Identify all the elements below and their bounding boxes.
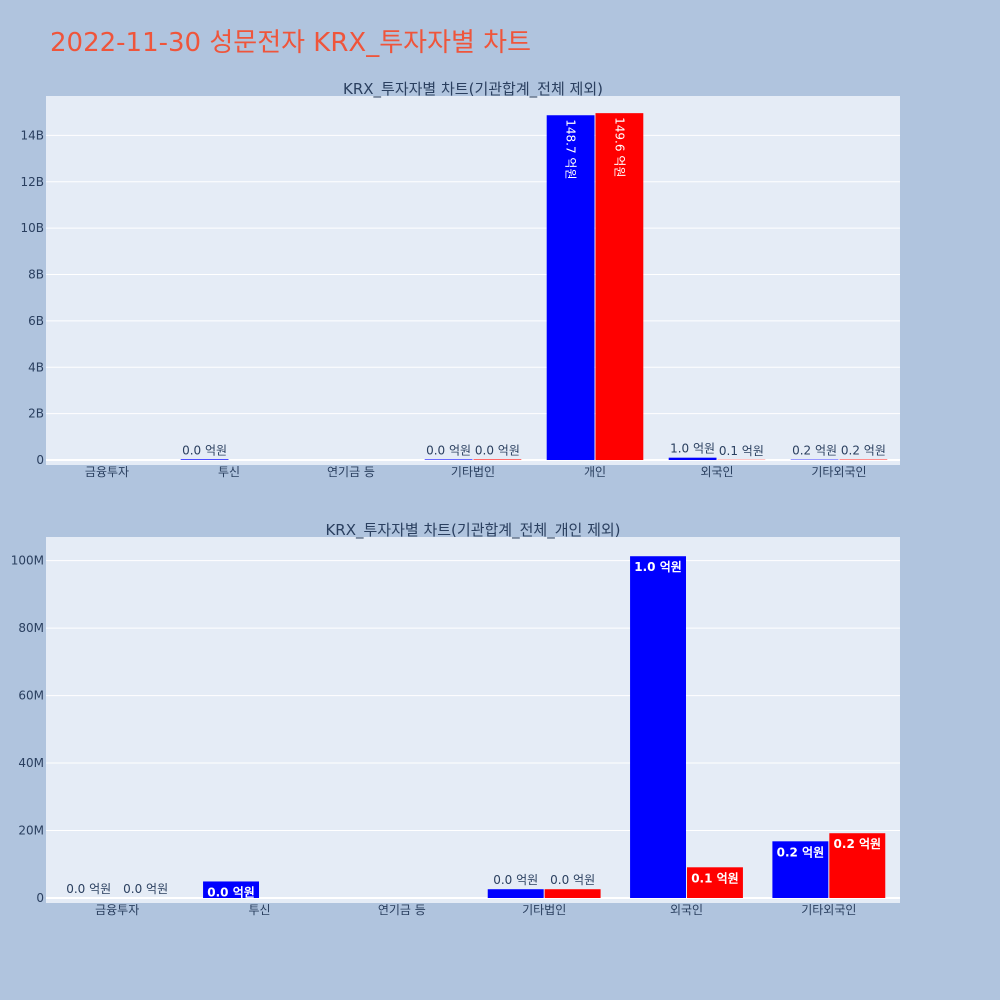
x-tick-label: 개인	[584, 465, 606, 479]
bar	[687, 867, 743, 898]
chart-1: 0 2B 4B 6B 8B 10B 12B 14B KRX_투자자별 차트(기관합계_전체 제외…	[20, 80, 900, 479]
data-label: 148.7 억원	[564, 119, 578, 179]
x-tick-label: 투신	[248, 903, 270, 917]
data-label: 0.0 억원	[550, 873, 595, 887]
y-tick-label: 8B	[28, 268, 44, 282]
plot-area	[46, 537, 900, 903]
x-tick-label: 외국인	[670, 903, 703, 917]
data-label: 1.0 억원	[670, 442, 715, 456]
y-tick-label: 12B	[20, 175, 44, 189]
y-tick-label: 6B	[28, 314, 44, 328]
bar	[595, 113, 644, 461]
data-label: 0.0 억원	[66, 882, 111, 896]
y-tick-label: 60M	[18, 689, 44, 703]
y-tick-label: 2B	[28, 407, 44, 421]
bar	[772, 841, 829, 898]
y-tick-label: 14B	[20, 128, 44, 142]
page-title: 2022-11-30 성문전자 KRX_투자자별 차트	[50, 28, 532, 58]
chart-title: KRX_투자자별 차트(기관합계_전체_개인 제외)	[325, 521, 620, 540]
chart-title: KRX_투자자별 차트(기관합계_전체 제외)	[343, 80, 603, 99]
x-tick-label: 외국인	[700, 465, 733, 479]
y-tick-label: 100M	[11, 554, 44, 568]
plot-area	[46, 96, 900, 465]
x-tick-label: 금융투자	[85, 465, 129, 479]
data-label: 0.0 억원	[493, 873, 538, 887]
chart-2: 0 20M 40M 60M 80M 100M KRX_투자자별 차트(기관합계_전체_개인 …	[11, 521, 900, 917]
data-label: 1.0 억원	[634, 560, 682, 574]
x-tick-label: 연기금 등	[327, 465, 375, 479]
bar	[829, 833, 886, 898]
bar	[180, 459, 229, 460]
data-label: 0.0 억원	[207, 885, 255, 899]
x-tick-label: 기타외국인	[801, 903, 856, 917]
data-label: 0.0 억원	[426, 443, 471, 457]
y-tick-label: 4B	[28, 360, 44, 374]
x-tick-label: 기타법인	[522, 903, 566, 917]
data-label: 0.0 억원	[123, 882, 168, 896]
x-tick-label: 투신	[218, 465, 240, 479]
bar	[630, 556, 686, 898]
data-label: 149.6 억원	[612, 117, 626, 177]
y-tick-label: 0	[36, 453, 44, 467]
y-tick-label: 80M	[18, 621, 44, 635]
bar	[473, 459, 522, 460]
data-label: 0.2 억원	[792, 444, 837, 458]
y-tick-label: 20M	[18, 824, 44, 838]
data-label: 0.2 억원	[777, 845, 825, 859]
bar	[668, 457, 717, 460]
data-label: 0.0 억원	[182, 443, 227, 457]
data-label: 0.0 억원	[475, 443, 520, 457]
bar	[424, 459, 473, 460]
data-label: 0.2 억원	[834, 837, 882, 851]
y-tick-label: 10B	[20, 221, 44, 235]
data-label: 0.1 억원	[719, 444, 764, 458]
y-tick-label: 0	[36, 891, 44, 905]
data-label: 0.2 억원	[841, 444, 886, 458]
bar	[203, 881, 259, 898]
x-tick-label: 기타외국인	[811, 465, 866, 479]
y-tick-label: 40M	[18, 756, 44, 770]
bar	[544, 889, 601, 898]
x-tick-label: 기타법인	[451, 465, 495, 479]
x-tick-label: 연기금 등	[378, 903, 426, 917]
data-label: 0.1 억원	[691, 871, 739, 885]
x-tick-label: 금융투자	[95, 903, 139, 917]
bar	[487, 889, 544, 898]
bar	[546, 115, 595, 460]
